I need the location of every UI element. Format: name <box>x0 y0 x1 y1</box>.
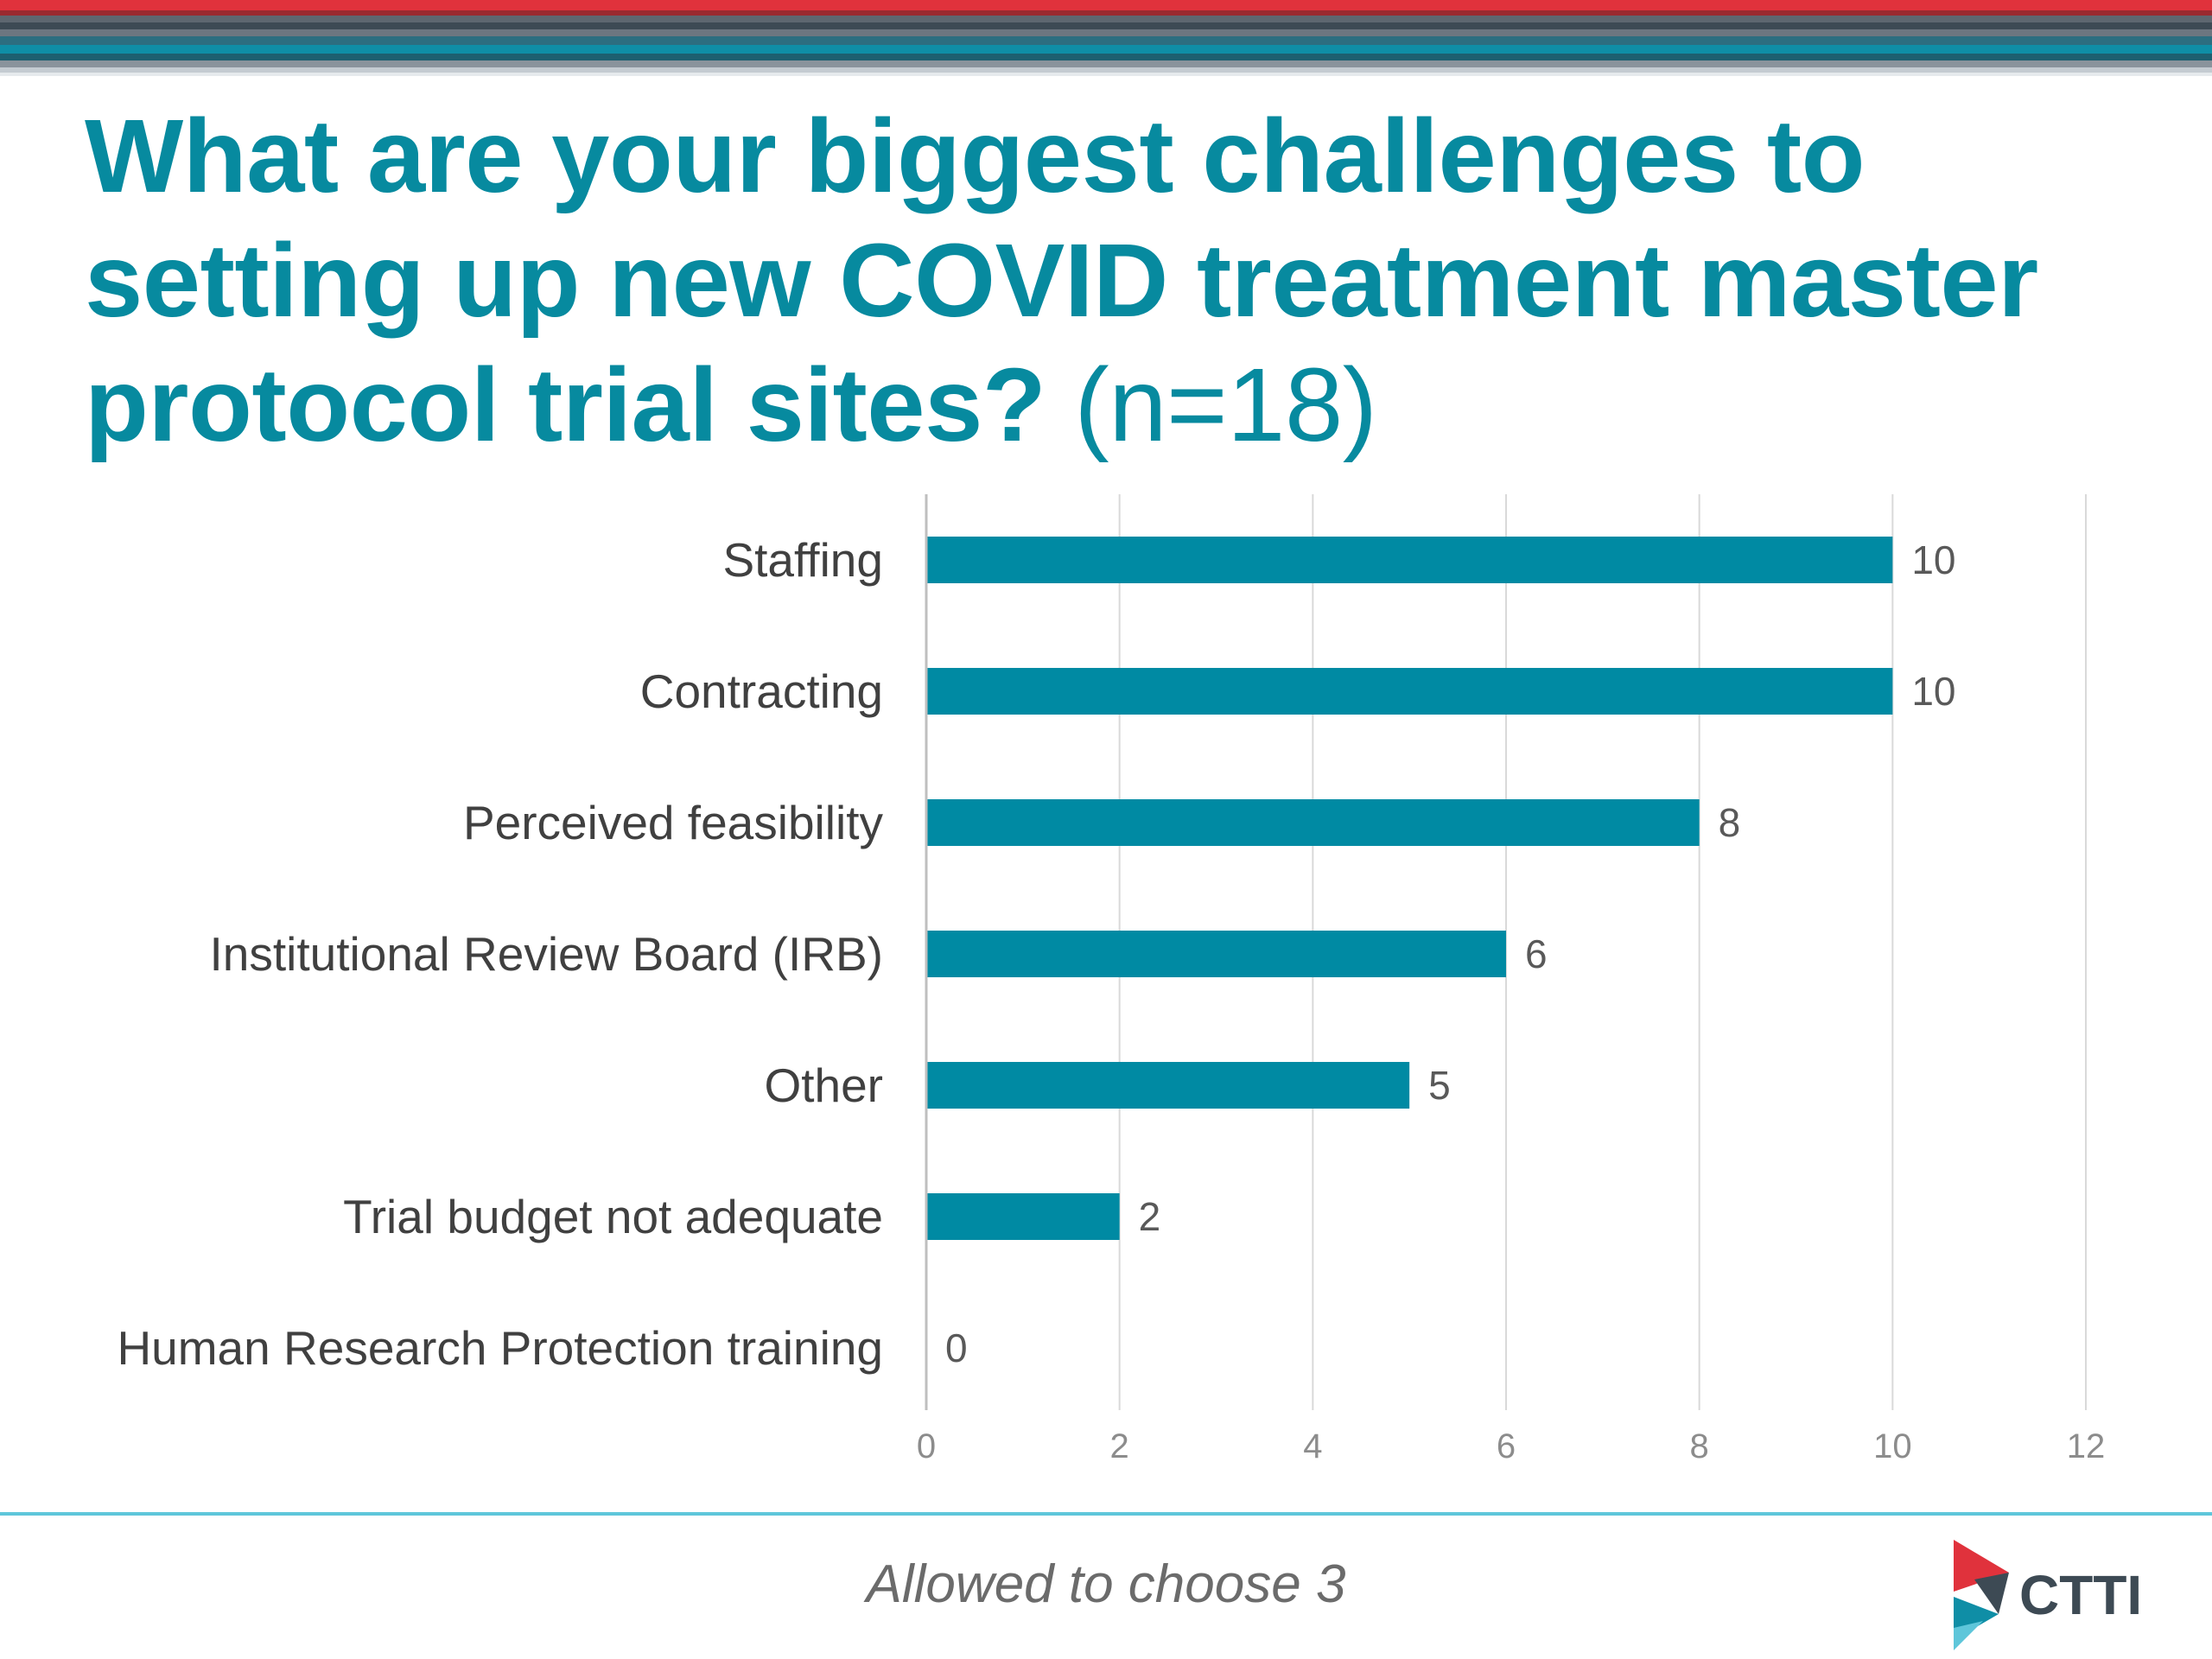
value-label-0: 10 <box>1911 537 1955 582</box>
stripe-gray-3 <box>0 29 2212 36</box>
x-tick-label-10: 10 <box>1873 1427 1912 1465</box>
stripe-teal-3 <box>0 54 2212 60</box>
x-tick-label-0: 0 <box>917 1427 936 1465</box>
stripe-gray-1 <box>0 16 2212 22</box>
category-labels: Staffing Contracting Perceived feasibility… <box>117 533 883 1375</box>
value-labels: 10 10 8 6 5 2 0 <box>945 537 1956 1370</box>
stripe-red <box>0 0 2212 10</box>
stripe-gray-4 <box>0 60 2212 67</box>
stripe-teal-2 <box>0 45 2212 54</box>
bar-3 <box>926 931 1506 977</box>
bar-4 <box>926 1062 1410 1109</box>
bars <box>926 537 1893 1240</box>
ctti-logo: CTTI <box>1954 1540 2142 1650</box>
value-label-1: 10 <box>1911 669 1955 714</box>
bar-1 <box>926 668 1893 715</box>
stripe-light <box>0 67 2212 73</box>
x-tick-label-4: 4 <box>1303 1427 1322 1465</box>
stripe-lightest <box>0 73 2212 76</box>
category-label-6: Human Research Protection training <box>117 1321 883 1375</box>
stripe-red-dark <box>0 10 2212 16</box>
category-label-3: Institutional Review Board (IRB) <box>210 927 883 981</box>
stripe-teal-1 <box>0 36 2212 45</box>
logo-red-shard <box>1954 1540 2009 1592</box>
category-label-1: Contracting <box>640 664 883 718</box>
x-tick-label-8: 8 <box>1690 1427 1709 1465</box>
bar-2 <box>926 799 1700 846</box>
bar-chart: Staffing Contracting Perceived feasibility… <box>117 494 2105 1465</box>
top-stripes <box>0 0 2212 76</box>
value-label-2: 8 <box>1719 800 1741 845</box>
logo-dark-shard <box>1974 1573 2009 1614</box>
category-label-0: Staffing <box>722 533 883 587</box>
title-main: What are your biggest challenges to sett… <box>85 97 2038 463</box>
value-label-5: 2 <box>1139 1194 1161 1239</box>
bar-0 <box>926 537 1893 583</box>
value-label-3: 6 <box>1525 931 1548 976</box>
slide-title: What are your biggest challenges to sett… <box>85 93 2158 467</box>
bar-5 <box>926 1193 1120 1240</box>
category-label-2: Perceived feasibility <box>463 796 884 849</box>
x-tick-label-2: 2 <box>1110 1427 1129 1465</box>
x-axis-ticks: 0 2 4 6 8 10 12 <box>917 1427 2105 1465</box>
category-label-4: Other <box>764 1058 883 1112</box>
category-label-5: Trial budget not adequate <box>343 1190 883 1243</box>
footnote: Allowed to choose 3 <box>866 1554 1346 1614</box>
logo-text: CTTI <box>2019 1564 2142 1626</box>
value-label-4: 5 <box>1428 1063 1451 1108</box>
x-tick-label-6: 6 <box>1497 1427 1516 1465</box>
value-label-6: 0 <box>945 1325 968 1370</box>
title-sample-size: (n=18) <box>1074 346 1377 463</box>
logo-light-shard <box>1954 1621 1983 1650</box>
x-tick-label-12: 12 <box>2067 1427 2106 1465</box>
bottom-rule <box>0 1512 2212 1516</box>
stripe-gray-2 <box>0 22 2212 29</box>
